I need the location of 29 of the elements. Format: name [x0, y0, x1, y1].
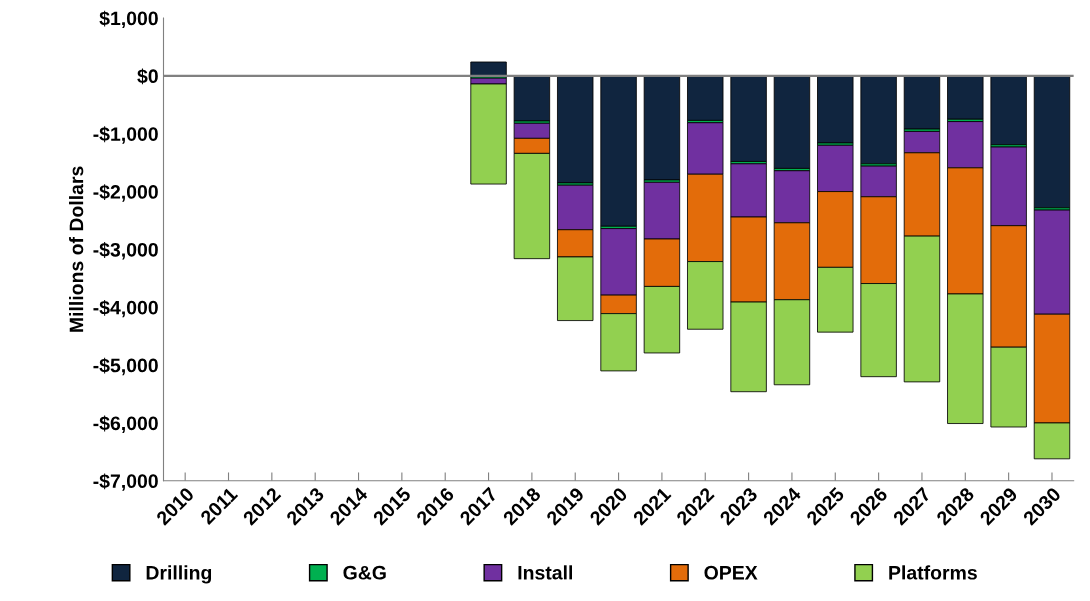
legend-label: G&G [343, 565, 386, 580]
bar [990, 75, 1027, 146]
legend-label: Install [518, 565, 573, 580]
bar [817, 75, 854, 144]
y-tick-label: -$6,000 [93, 415, 158, 434]
y-tick-label: -$5,000 [93, 357, 158, 376]
bar [687, 75, 724, 121]
legend-label: Platforms [889, 565, 977, 580]
legend-label: Drilling [146, 565, 212, 584]
bar [470, 61, 507, 77]
bar [903, 75, 941, 130]
y-tick-label: -$3,000 [93, 242, 158, 260]
y-tick-label: -$1,000 [93, 126, 158, 144]
y-tick-label: -$2,000 [93, 184, 158, 202]
bar [730, 75, 767, 162]
bar [643, 75, 681, 181]
bar [600, 75, 637, 227]
bar [557, 75, 594, 184]
y-tick-label: -$4,000 [93, 299, 158, 318]
bar [1033, 75, 1071, 209]
bar [773, 75, 811, 169]
y-tick-label: -$7,000 [93, 473, 158, 491]
legend-label: OPEX [704, 565, 758, 580]
bar [513, 75, 551, 122]
y-axis-title: Millions of Dollars [69, 166, 84, 332]
y-tick-label: $0 [137, 68, 158, 85]
bar [947, 75, 984, 120]
y-tick-label: $1,000 [99, 10, 158, 29]
bar [860, 75, 897, 165]
